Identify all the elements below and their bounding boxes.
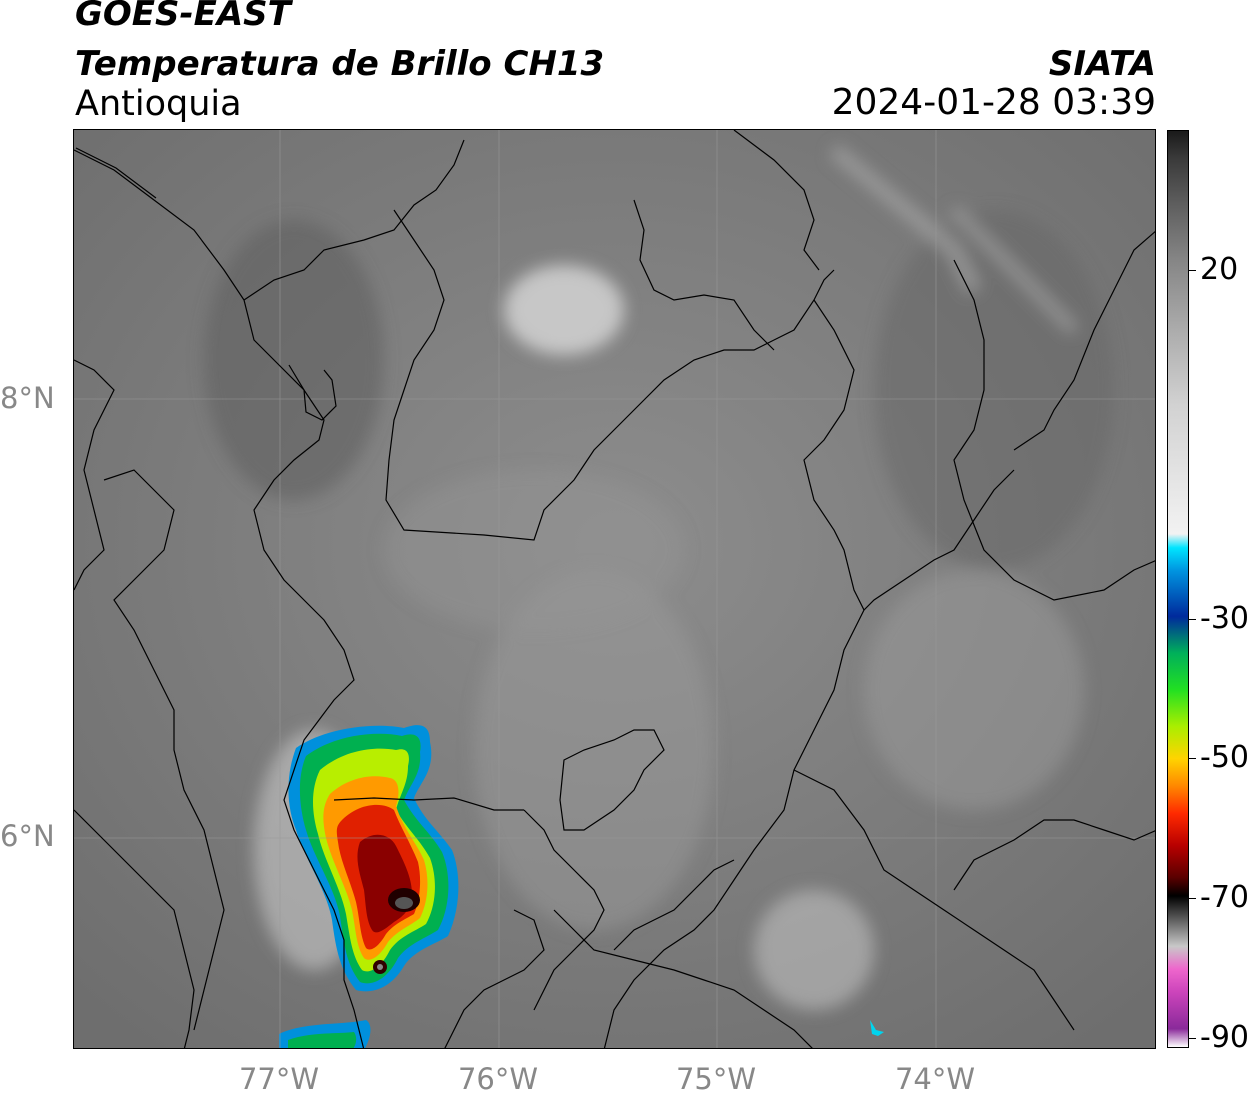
lat-label-8n: 8°N [0, 381, 55, 415]
product-title: Temperatura de Brillo CH13 [75, 44, 605, 84]
colorbar-tick [1189, 1038, 1196, 1039]
map-canvas [74, 130, 1155, 1048]
lon-label-77w: 77°W [238, 1062, 320, 1096]
lon-label-74w: 74°W [894, 1062, 976, 1096]
region-label: Antioquia [75, 84, 242, 124]
lon-label-75w: 75°W [675, 1062, 757, 1096]
colorbar-tick [1189, 619, 1196, 620]
colorbar-label-minus30: -30 [1200, 601, 1249, 636]
gridlines [74, 130, 1155, 1048]
colorbar-tick [1189, 758, 1196, 759]
satellite-title: GOES-EAST [75, 0, 291, 34]
temperature-colorbar [1167, 130, 1189, 1048]
storm-cell-small [279, 1020, 884, 1048]
colorbar-tick [1189, 898, 1196, 899]
colorbar-label-20: 20 [1200, 252, 1239, 287]
colorbar-label-minus90: -90 [1200, 1020, 1249, 1055]
colorbar-label-minus50: -50 [1200, 740, 1249, 775]
datetime-label: 2024-01-28 03:39 [831, 82, 1156, 123]
satellite-map[interactable] [73, 129, 1156, 1049]
storm-cell-main [288, 725, 459, 992]
political-boundaries [74, 130, 1155, 1048]
lon-label-76w: 76°W [457, 1062, 539, 1096]
lat-label-6n: 6°N [0, 819, 55, 853]
colorbar-label-minus70: -70 [1200, 880, 1249, 915]
colorbar-tick [1189, 270, 1196, 271]
organization-label: SIATA [1048, 44, 1156, 84]
